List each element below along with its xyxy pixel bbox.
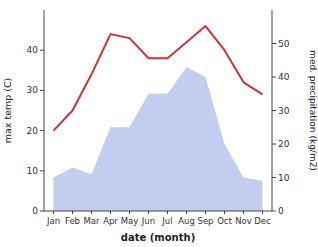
x-tick: [205, 211, 206, 214]
y2-axis-label: med. precipitation (kg/m2): [308, 50, 318, 171]
x-tick-label: Nov: [235, 216, 252, 226]
chart: 0 10 20 30 40 0 10 20 30 40 50 Jan FebMarAprMayJun Ju…: [0, 0, 318, 247]
y-tick-label: 20: [27, 126, 39, 136]
y2-tick: [272, 177, 276, 178]
x-tick-label: Oct: [217, 216, 232, 226]
x-tick-label: Feb: [65, 216, 80, 226]
x-tick: [72, 211, 73, 214]
plot-area: [54, 26, 263, 211]
x-tick: [243, 211, 244, 214]
x-tick-label: Mar: [83, 216, 100, 226]
y-tick: [40, 50, 44, 51]
x-tick-label: Jun: [141, 216, 155, 226]
y2-tick: [272, 77, 276, 78]
x-tick-label: Sep: [197, 216, 213, 226]
x-tick: [224, 211, 225, 214]
y-axis-line: [44, 10, 45, 211]
x-tick: [53, 211, 54, 214]
y-tick-label: 30: [27, 85, 39, 95]
y2-tick: [272, 43, 276, 44]
x-tick-label: Apr: [103, 216, 118, 226]
y2-tick-label: 0: [278, 206, 284, 216]
x-axis-line: [44, 211, 272, 212]
x-tick: [186, 211, 187, 214]
y-tick-label: 10: [27, 166, 39, 176]
y2-tick: [272, 211, 276, 212]
y2-tick: [272, 144, 276, 145]
y-tick-label: 0: [32, 206, 38, 216]
x-axis-label: date (month): [121, 232, 195, 243]
x-tick-label: Dec: [254, 216, 271, 226]
y2-tick-label: 20: [278, 139, 290, 149]
y2-tick: [272, 110, 276, 111]
y2-tick-label: 30: [278, 106, 290, 116]
y-axis-label: max temp (C): [2, 78, 13, 144]
y-tick: [40, 90, 44, 91]
y2-tick-label: 40: [278, 72, 290, 82]
y-tick: [40, 170, 44, 171]
x-tick: [129, 211, 130, 214]
x-tick: [148, 211, 149, 214]
y2-tick-label: 50: [278, 39, 290, 49]
y-tick: [40, 130, 44, 131]
y2-tick-label: 10: [278, 173, 290, 183]
x-tick: [167, 211, 168, 214]
y-tick: [40, 211, 44, 212]
x-tick-label: Jul: [161, 216, 172, 226]
x-tick-label: Aug: [178, 216, 195, 226]
temperature-line: [54, 26, 263, 131]
x-tick: [110, 211, 111, 214]
x-tick-label: May: [121, 216, 139, 226]
x-tick-label: Jan: [46, 216, 60, 226]
x-tick: [91, 211, 92, 214]
y-tick-label: 40: [27, 45, 39, 55]
x-tick: [262, 211, 263, 214]
